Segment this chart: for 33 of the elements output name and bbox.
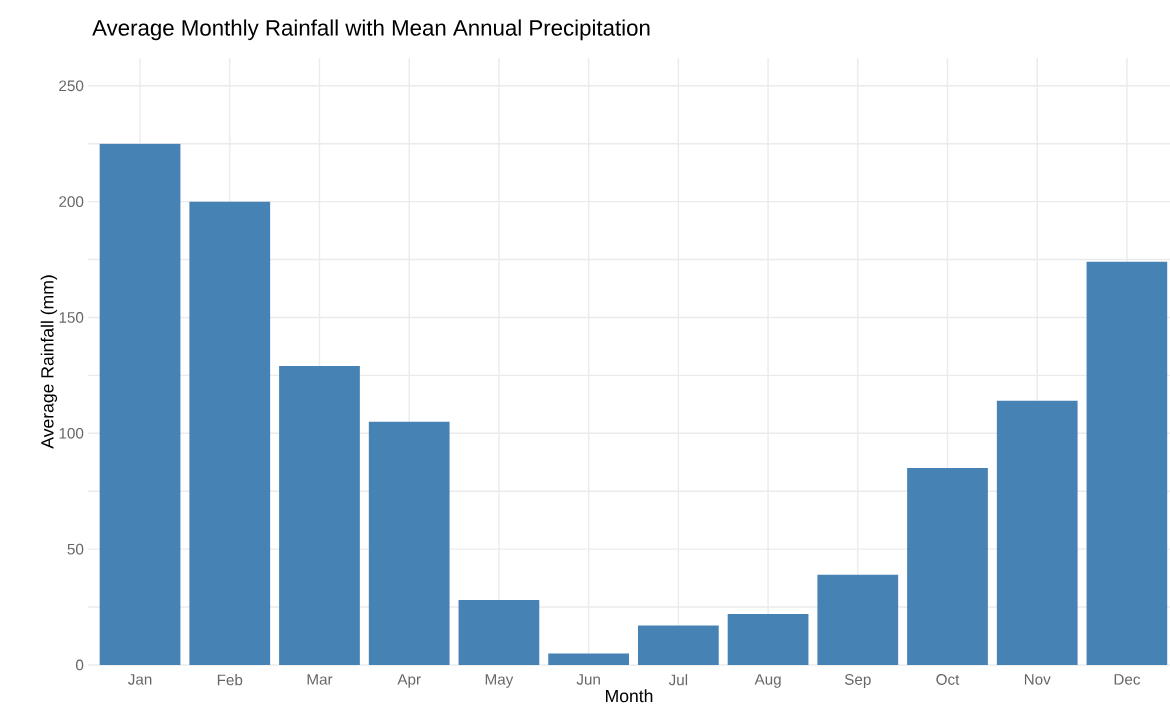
bar xyxy=(458,600,540,665)
bar xyxy=(279,366,360,665)
x-tick-label: Sep xyxy=(844,674,871,688)
x-tick-label: Jan xyxy=(128,674,152,685)
bar xyxy=(548,653,630,665)
bar xyxy=(637,625,719,665)
x-tick-label: Apr xyxy=(397,674,421,688)
bar xyxy=(99,143,181,665)
x-tick-label: May xyxy=(485,674,514,688)
x-tick-label: Aug xyxy=(754,674,781,688)
y-tick-label: 200 xyxy=(59,196,84,208)
x-tick-label: Nov xyxy=(1024,674,1051,685)
y-tick-label: 250 xyxy=(59,80,84,92)
chart-title: Average Monthly Rainfall with Mean Annual Precipitation xyxy=(92,19,650,41)
bar xyxy=(907,468,988,665)
bar xyxy=(189,201,271,665)
x-tick-label: Jul xyxy=(668,674,688,686)
x-axis-title: Month xyxy=(606,689,653,703)
bar xyxy=(817,574,899,665)
y-tick-label: 50 xyxy=(67,543,84,555)
x-tick-label: Oct xyxy=(936,674,960,685)
bar xyxy=(1086,261,1168,665)
bar xyxy=(996,400,1078,665)
y-tick-label: 100 xyxy=(59,427,84,439)
y-tick-label: 150 xyxy=(59,312,84,323)
x-tick-label: Dec xyxy=(1114,674,1141,685)
x-tick-label: Mar xyxy=(307,674,333,685)
y-axis-title: Average Rainfall (mm) xyxy=(40,275,58,449)
y-tick-label: 0 xyxy=(75,659,84,671)
bar xyxy=(727,614,809,665)
bar xyxy=(368,421,450,665)
x-tick-label: Feb xyxy=(217,674,243,686)
x-tick-label: Jun xyxy=(576,674,600,685)
